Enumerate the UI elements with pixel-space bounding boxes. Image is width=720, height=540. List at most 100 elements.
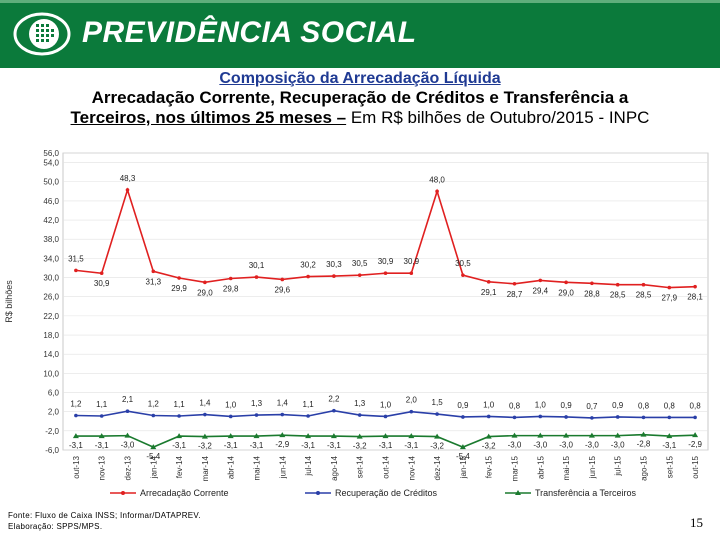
data-label: 2,2 [328,395,340,404]
source-note: Fonte: Fluxo de Caixa INSS; Informar/DAT… [8,511,201,520]
data-label: 28,5 [610,291,626,300]
data-point [125,188,130,192]
data-label: 1,5 [432,398,444,407]
y-tick-label: 34,0 [43,254,59,263]
data-label: -3,1 [662,441,676,450]
data-point [435,412,439,416]
data-point [201,433,208,439]
data-point [280,412,285,417]
data-point [99,271,104,276]
y-tick-label: 50,0 [43,178,59,187]
data-point [615,415,620,419]
data-point [512,415,517,420]
data-point [614,432,621,438]
data-label: 30,9 [378,257,394,266]
data-label: 0,9 [457,401,469,410]
y-tick-label: 54,0 [43,159,59,168]
data-point [667,415,672,420]
data-point [99,414,104,418]
data-label: 29,0 [197,288,213,297]
data-point [305,433,312,439]
data-point [590,416,594,420]
data-point [588,432,595,438]
data-point [511,432,518,438]
data-point [228,414,233,419]
header-bar: PREVIDÊNCIA SOCIAL [0,0,720,68]
data-label: 2,1 [122,395,134,404]
data-label: -3,0 [508,441,522,450]
data-point [279,432,286,438]
data-label: 30,1 [249,261,265,270]
y-tick-label: 22,0 [43,312,59,321]
data-label: 29,9 [171,284,187,293]
data-point [124,432,131,438]
data-label: 0,8 [509,401,521,410]
data-label: -3,0 [611,441,625,450]
data-point [228,276,233,281]
data-point [74,268,78,273]
y-tick-label: 46,0 [43,197,59,206]
data-point [435,189,439,194]
legend-label: Arrecadação Corrente [140,488,229,498]
x-tick-label: jan-14 [149,455,158,479]
data-point [383,414,388,419]
data-point [306,274,310,279]
data-label: 29,8 [223,285,239,294]
data-label: 31,5 [68,254,84,263]
data-label: 30,3 [326,260,342,269]
data-point [125,409,130,413]
data-point [382,433,389,439]
data-point [408,433,415,439]
data-label: 2,0 [406,396,418,405]
data-label: -3,2 [198,442,212,451]
data-label: 1,0 [225,400,237,409]
data-label: -3,1 [172,441,186,450]
data-label: 29,1 [481,288,497,297]
data-point [461,273,465,277]
data-label: 1,3 [354,399,366,408]
data-label: -3,2 [353,442,367,451]
subtitle-unit-part: Em R$ bilhões de Outubro/2015 - INPC [346,108,650,127]
data-label: 31,3 [146,277,162,286]
header-stripe [0,0,720,3]
data-point [666,433,673,439]
data-label: -3,0 [121,441,135,450]
data-point [564,415,568,419]
data-point [538,278,543,283]
data-point [150,444,157,450]
x-tick-label: abr-14 [227,455,236,479]
x-tick-label: jan-15 [459,455,468,479]
data-label: -3,1 [404,441,418,450]
data-point [280,277,285,282]
y-tick-label: 10,0 [43,369,59,378]
chart-title: Composição da Arrecadação Líquida [219,70,501,87]
data-point [461,415,465,419]
data-label: -2,8 [637,440,651,449]
data-point [615,282,620,287]
y-tick-label: -6,0 [45,446,59,455]
x-tick-label: jun-14 [278,455,287,479]
plot-area [62,152,709,451]
data-point [485,433,492,439]
data-label: 1,4 [199,399,211,408]
data-point [98,433,105,439]
data-point [434,433,441,439]
data-label: 28,5 [636,291,652,300]
y-tick-label: 42,0 [43,216,59,225]
y-tick-label: 26,0 [43,293,59,302]
data-point [538,414,543,419]
data-label: 1,1 [174,400,186,409]
line-chart: 56,054,0 50,0 46,0 42,0 38,0 34,0 30,0 26,0 22,0… [4,149,709,498]
x-tick-label: out-14 [382,455,391,478]
data-point [203,280,207,285]
data-label: 28,7 [507,290,523,299]
data-point [357,273,362,277]
x-tick-label: ago-14 [330,455,339,480]
data-label: 30,9 [404,257,420,266]
data-label: 0,8 [690,401,702,410]
data-label: 30,2 [300,261,316,270]
y-tick-label: 30,0 [43,274,59,283]
data-point [177,414,181,418]
data-point [72,433,79,439]
data-label: 29,6 [275,285,291,294]
